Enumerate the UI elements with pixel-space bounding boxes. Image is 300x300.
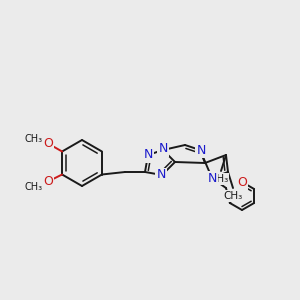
- Text: N: N: [156, 169, 166, 182]
- Text: O: O: [43, 137, 53, 150]
- Text: N: N: [158, 142, 168, 155]
- Text: N: N: [207, 172, 217, 184]
- Text: O: O: [43, 175, 53, 188]
- Text: CH₃: CH₃: [224, 191, 243, 201]
- Text: N: N: [196, 143, 206, 157]
- Text: O: O: [237, 176, 247, 188]
- Text: N: N: [143, 148, 153, 161]
- Text: CH₃: CH₃: [24, 182, 42, 191]
- Text: CH₃: CH₃: [209, 174, 229, 184]
- Text: CH₃: CH₃: [24, 134, 42, 143]
